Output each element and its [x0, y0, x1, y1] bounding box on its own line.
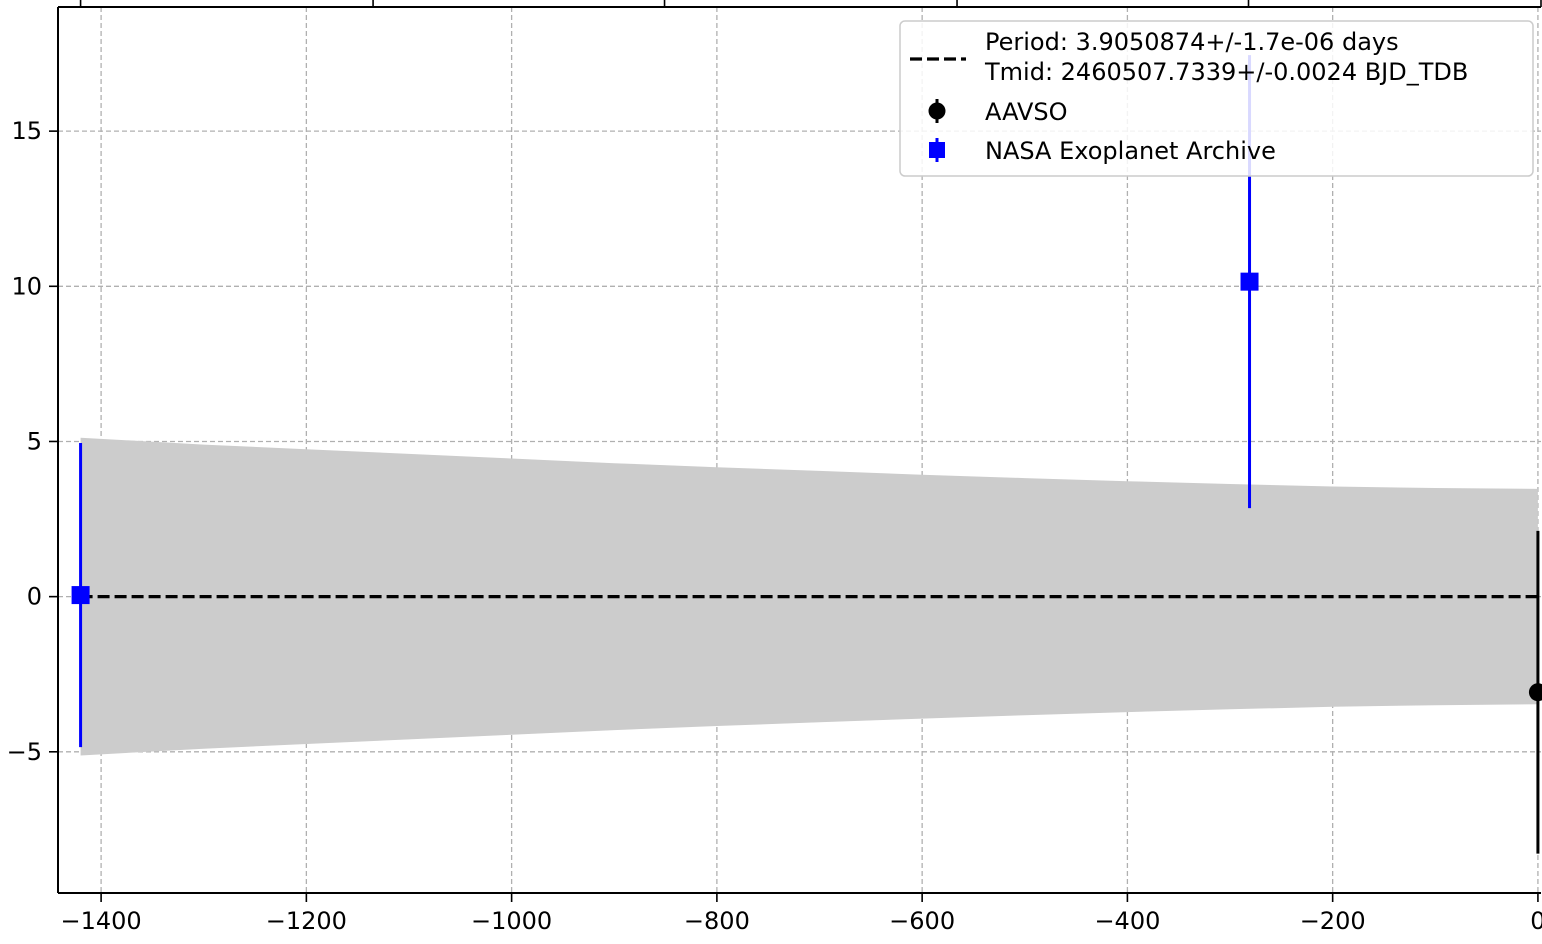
legend-nasa-label: NASA Exoplanet Archive: [985, 137, 1276, 165]
x-tick-label: −200: [1300, 907, 1366, 935]
legend: Period: 3.9050874+/-1.7e-06 days Tmid: 2…: [899, 20, 1534, 177]
legend-aavso-label: AAVSO: [985, 98, 1068, 126]
data-point-1-0: [71, 586, 90, 605]
legend-aavso-marker-icon: [928, 102, 946, 120]
data-point-0-0: [1528, 683, 1542, 702]
uncertainty-band-area: [80, 437, 1538, 756]
x-tick-label: 0: [1530, 907, 1542, 935]
y-tick-label: 5: [27, 427, 42, 455]
x-tick-label: −800: [684, 907, 750, 935]
x-tick-label: −1000: [471, 907, 552, 935]
ticks: −1400 −1200 −1000 −800 −600 −400 −200 0 −5 0 5 10 15: [7, 0, 1542, 935]
legend-period-label: Period: 3.9050874+/-1.7e-06 days: [985, 28, 1399, 56]
legend-nasa-marker-icon: [929, 142, 945, 158]
x-tick-label: −600: [889, 907, 955, 935]
x-tick-label: −1200: [266, 907, 347, 935]
x-tick-label: −400: [1094, 907, 1160, 935]
legend-tmid-label: Tmid: 2460507.7339+/-0.0024 BJD_TDB: [984, 58, 1468, 86]
x-tick-label: −1400: [61, 907, 142, 935]
y-tick-label: −5: [7, 738, 42, 766]
y-tick-label: 0: [27, 583, 42, 611]
axes-frame: [57, 6, 1541, 894]
y-tick-label: 15: [11, 117, 42, 145]
y-tick-label: 10: [11, 272, 42, 300]
legend-box: [899, 20, 1534, 177]
uncertainty-band: [80, 437, 1538, 756]
data-point-1-1: [1240, 272, 1259, 291]
